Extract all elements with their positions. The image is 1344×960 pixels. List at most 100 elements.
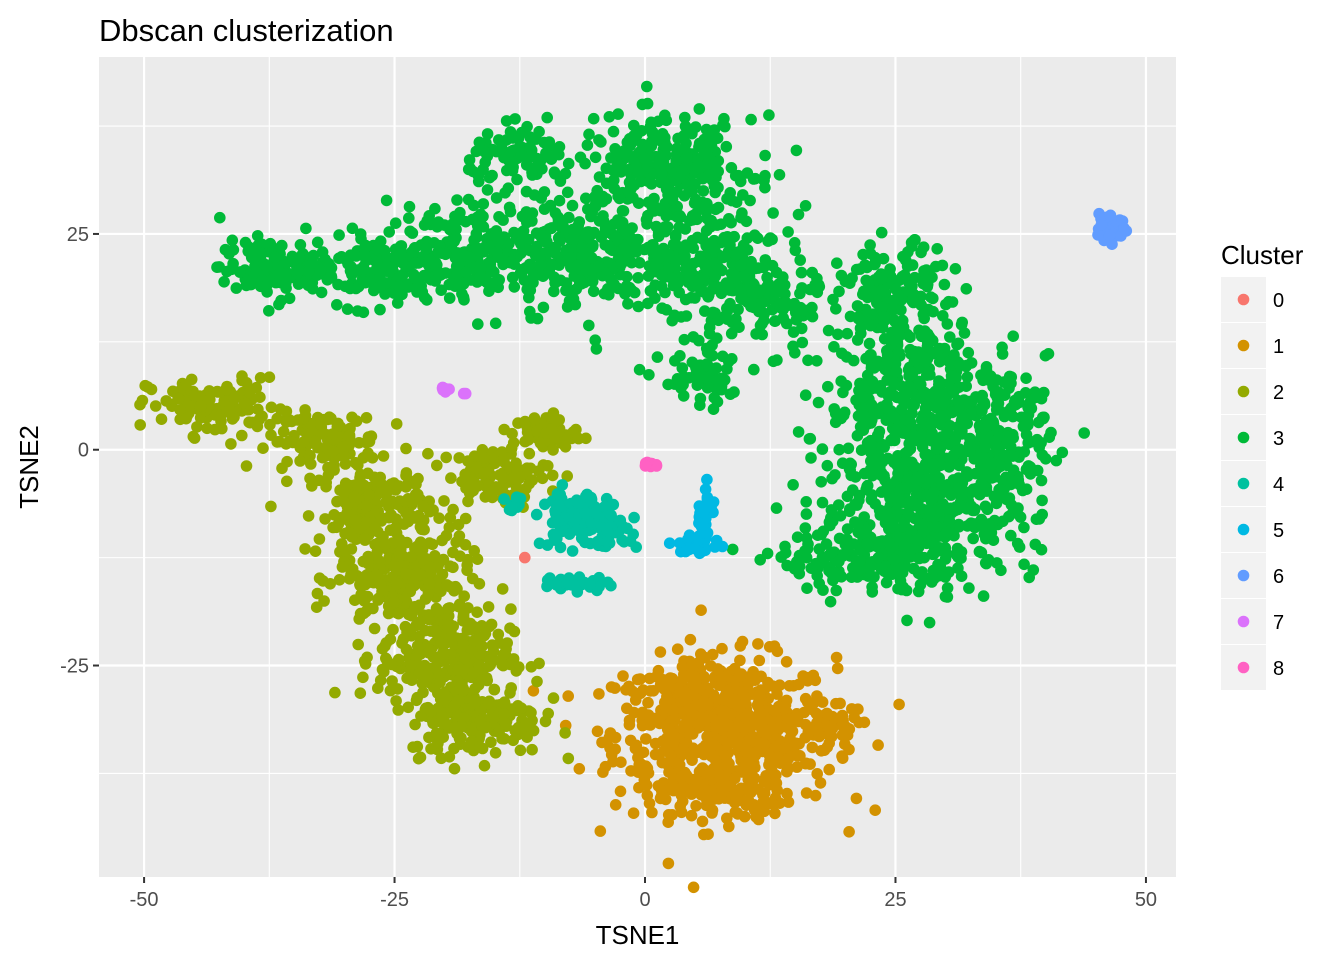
data-point — [762, 797, 774, 809]
data-point — [791, 531, 804, 543]
data-point — [457, 684, 469, 697]
data-point — [406, 227, 419, 239]
data-point — [725, 216, 737, 229]
data-point — [187, 430, 200, 443]
data-point — [907, 292, 919, 304]
data-point — [587, 285, 600, 298]
data-point — [625, 256, 638, 269]
data-point — [833, 285, 845, 298]
data-point — [697, 172, 709, 185]
data-point — [834, 510, 847, 522]
data-point — [390, 418, 403, 430]
data-point — [992, 386, 1004, 398]
data-point — [902, 507, 915, 520]
data-point — [498, 708, 510, 720]
data-point — [323, 259, 336, 272]
data-point — [731, 699, 744, 711]
data-point — [310, 601, 323, 613]
data-point — [671, 643, 684, 655]
data-point — [659, 221, 671, 233]
data-point — [341, 303, 354, 315]
data-point — [725, 162, 738, 174]
data-point — [672, 277, 684, 290]
data-point — [391, 577, 403, 590]
data-point — [385, 658, 398, 671]
data-point — [358, 249, 371, 261]
data-point — [706, 807, 718, 819]
data-point — [360, 500, 373, 512]
data-point — [676, 795, 689, 808]
data-point — [604, 742, 616, 754]
data-point — [265, 500, 277, 513]
data-point — [386, 675, 398, 687]
data-point — [865, 417, 877, 429]
data-point — [836, 752, 849, 764]
data-point — [443, 521, 456, 534]
series-0-points — [519, 551, 531, 564]
data-point — [339, 477, 352, 490]
data-point — [488, 712, 500, 724]
data-point — [482, 698, 495, 710]
data-point — [417, 500, 429, 513]
data-point — [585, 491, 597, 504]
data-point — [357, 555, 370, 568]
data-point — [679, 111, 691, 124]
data-point — [374, 235, 387, 247]
data-point — [865, 439, 877, 451]
data-point — [849, 498, 861, 511]
data-point — [641, 789, 654, 802]
data-point — [1020, 372, 1032, 385]
data-point — [591, 725, 604, 738]
data-point — [675, 771, 687, 783]
data-point — [876, 272, 888, 285]
data-point — [762, 676, 774, 689]
data-point — [742, 708, 755, 721]
data-point — [383, 511, 395, 523]
data-point — [802, 354, 814, 367]
data-point — [925, 419, 938, 431]
data-point — [593, 215, 606, 227]
data-point — [174, 404, 186, 416]
data-point — [791, 761, 803, 773]
data-point — [539, 498, 551, 511]
data-point — [537, 301, 550, 314]
data-point — [406, 674, 418, 686]
data-point — [545, 222, 557, 235]
data-point — [553, 194, 566, 207]
data-point — [515, 227, 528, 239]
data-point — [716, 350, 729, 363]
data-point — [541, 111, 553, 124]
data-point — [488, 683, 501, 696]
data-point — [666, 809, 678, 821]
data-point — [981, 503, 994, 516]
data-point — [589, 334, 601, 347]
data-point — [524, 131, 536, 143]
data-point — [254, 247, 266, 259]
data-point — [794, 254, 806, 266]
data-point — [707, 403, 720, 416]
data-point — [1038, 411, 1050, 424]
data-point — [655, 168, 668, 180]
data-point — [781, 559, 793, 572]
data-point — [332, 417, 344, 430]
data-point — [448, 762, 461, 775]
data-point — [680, 736, 693, 749]
data-point — [937, 310, 949, 322]
data-point — [948, 386, 960, 398]
data-point — [338, 451, 351, 463]
data-point — [497, 649, 510, 661]
data-point — [858, 511, 870, 523]
data-point — [486, 169, 498, 182]
data-point — [821, 459, 834, 472]
data-point — [1039, 453, 1052, 465]
data-point — [878, 310, 890, 323]
data-point — [985, 457, 998, 469]
data-point — [700, 199, 713, 211]
data-point — [1030, 391, 1042, 403]
data-point — [479, 721, 492, 734]
data-point — [901, 614, 913, 627]
data-point — [794, 287, 806, 300]
data-point — [571, 259, 583, 272]
data-point — [670, 255, 682, 268]
chart-title: Dbscan clusterization — [99, 13, 394, 48]
